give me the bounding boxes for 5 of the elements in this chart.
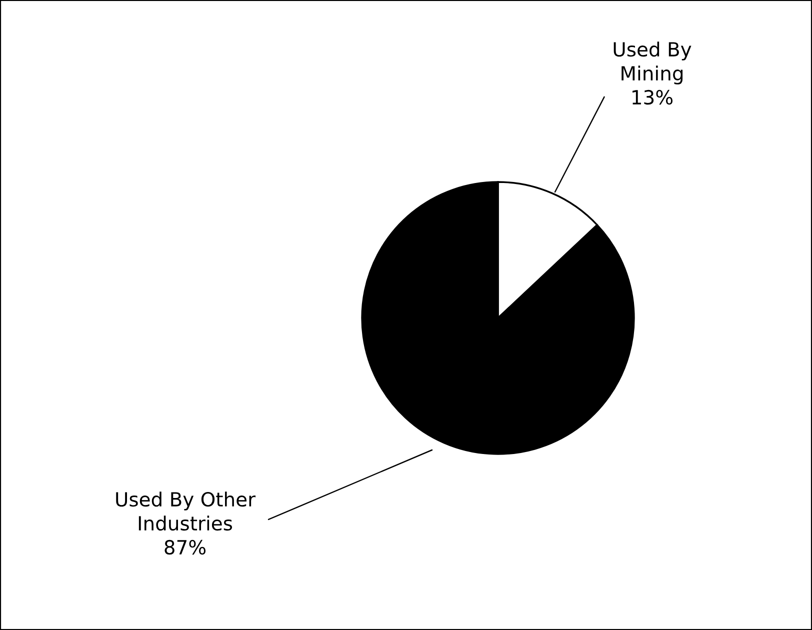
data-label: 87% — [164, 540, 206, 555]
pie-slice — [361, 181, 635, 455]
slice-label: Used By Other Industries — [116, 492, 256, 531]
slice-label: Used By Mining — [614, 42, 692, 84]
data-label: 13% — [632, 90, 673, 105]
